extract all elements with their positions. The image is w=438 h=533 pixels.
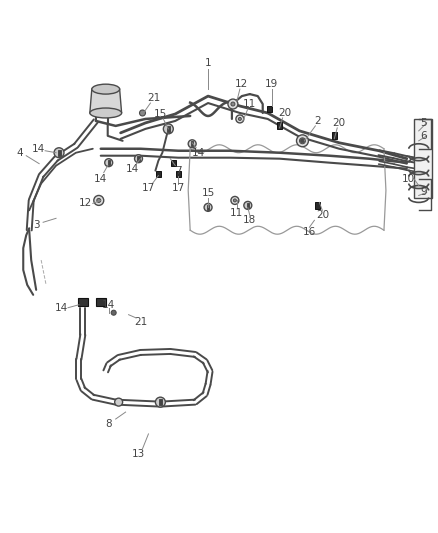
Text: 16: 16 [303,227,316,237]
Text: 2: 2 [314,116,321,126]
Text: 15: 15 [154,109,167,119]
Bar [176,171,181,176]
Circle shape [54,148,64,158]
Text: 14: 14 [94,174,107,183]
Bar [167,126,170,132]
Text: 6: 6 [420,131,427,141]
Circle shape [115,398,123,406]
Text: 20: 20 [333,118,346,128]
Circle shape [300,138,305,144]
Text: 7: 7 [175,166,182,175]
Text: 19: 19 [265,79,278,89]
Bar [191,141,193,146]
Circle shape [111,310,116,315]
Bar [315,202,320,209]
Text: 13: 13 [132,449,145,459]
Text: 17: 17 [142,183,155,193]
Text: 5: 5 [420,118,427,128]
Text: 14: 14 [126,164,139,174]
Circle shape [231,197,239,204]
Text: 12: 12 [79,198,92,208]
Text: 18: 18 [243,215,256,225]
Text: 1: 1 [205,58,212,68]
Text: 20: 20 [316,211,329,220]
Text: 3: 3 [33,220,39,230]
Circle shape [228,99,238,109]
Circle shape [94,196,104,205]
Circle shape [300,139,304,143]
Circle shape [134,155,142,163]
Bar [156,171,161,176]
Text: 11: 11 [243,99,256,109]
Bar [332,132,337,139]
Bar [414,119,431,198]
Circle shape [188,140,196,148]
Polygon shape [90,89,122,113]
Text: 4: 4 [16,148,23,158]
Bar [267,106,272,112]
Text: 21: 21 [147,93,160,103]
Text: 20: 20 [278,108,291,118]
Ellipse shape [90,108,122,118]
Text: 14: 14 [102,300,115,310]
Bar [247,203,249,208]
Text: 15: 15 [201,189,215,198]
Bar [207,205,209,210]
Text: 11: 11 [230,208,244,219]
Text: 14: 14 [32,144,45,154]
Circle shape [204,204,212,212]
Circle shape [233,199,237,202]
Circle shape [297,135,308,147]
Bar [159,399,162,405]
Circle shape [140,110,145,116]
Text: 14: 14 [54,303,67,313]
Text: 14: 14 [191,148,205,158]
Bar [138,156,140,161]
Bar [277,123,282,130]
Bar [107,160,110,165]
Text: 17: 17 [172,183,185,193]
Bar [78,298,88,306]
Circle shape [231,102,235,106]
Text: 9: 9 [420,188,427,197]
Bar [171,160,176,166]
Ellipse shape [92,84,120,94]
Bar [96,298,106,306]
Circle shape [105,159,113,167]
Circle shape [163,124,173,134]
Text: 10: 10 [402,174,415,183]
Bar [57,150,60,156]
Circle shape [238,117,241,120]
Circle shape [155,397,165,407]
Text: 21: 21 [134,317,147,327]
Circle shape [244,201,252,209]
Text: 12: 12 [235,79,248,89]
Text: 8: 8 [106,419,112,429]
Circle shape [236,115,244,123]
Circle shape [97,198,101,203]
